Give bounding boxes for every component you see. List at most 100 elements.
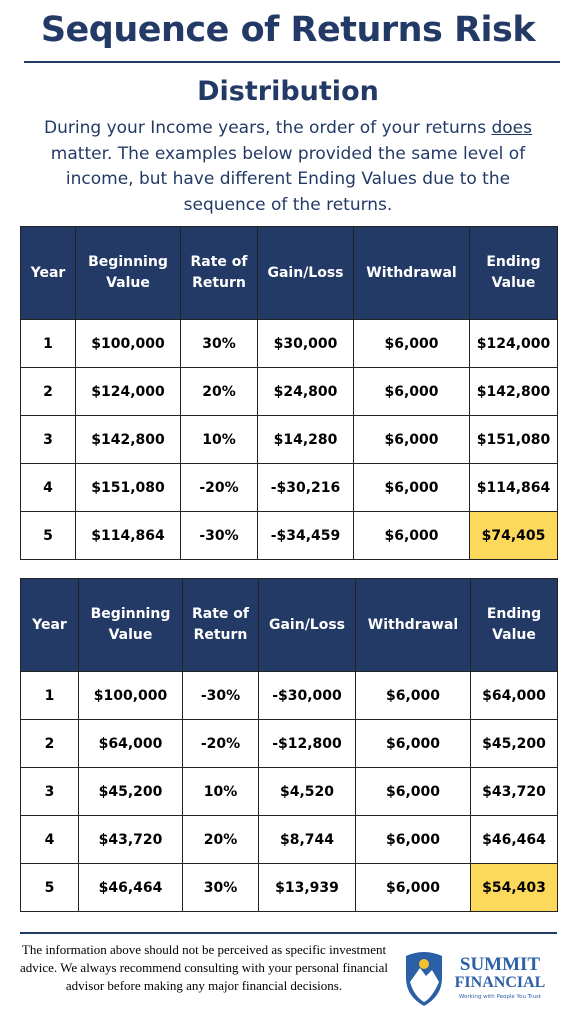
logo-name: FINANCIAL (455, 974, 546, 991)
table-cell: $13,939 (258, 863, 356, 912)
table-row: 2 $64,000 -20% -$12,800 $6,000 $45,200 (20, 719, 558, 768)
table-cell: 5 (20, 863, 79, 912)
table-cell: $6,000 (353, 319, 470, 368)
returns-table: Year Beginning Value Rate of Return Gain/Lo… (20, 578, 558, 912)
column-header: Rate of Return (180, 226, 258, 320)
table-cell: $6,000 (355, 863, 471, 912)
table-cell: $46,464 (470, 815, 558, 864)
column-header: Ending Value (469, 226, 558, 320)
table-cell: 30% (180, 319, 258, 368)
logo: SUMMIT FINANCIAL Working with People You… (406, 952, 546, 1006)
description-emphasis: does (491, 118, 532, 138)
column-header: Ending Value (470, 578, 558, 672)
logo-tagline: Working with People You Trust (459, 994, 542, 1000)
header-row: Year Beginning Value Rate of Return Gain/Lo… (20, 226, 558, 320)
column-header: Beginning Value (78, 578, 183, 672)
table-row: 5 $114,864 -30% -$34,459 $6,000 $74,405 (20, 511, 558, 560)
table-cell: $124,000 (469, 319, 558, 368)
table-row: 3 $45,200 10% $4,520 $6,000 $43,720 (20, 767, 558, 816)
description-text: matter. The examples below provided the … (50, 143, 526, 215)
column-header: Year (20, 578, 79, 672)
table-cell: $114,864 (75, 511, 181, 560)
title: Sequence of Returns Risk (40, 10, 536, 50)
column-header: Rate of Return (182, 578, 259, 672)
table-cell: $114,864 (469, 463, 558, 512)
table-cell: 1 (20, 671, 79, 720)
divider (20, 932, 557, 934)
column-header: Gain/Loss (257, 226, 354, 320)
divider (24, 61, 560, 63)
table-cell: 4 (20, 463, 76, 512)
table-cell: -$30,000 (258, 671, 356, 720)
subtitle: Distribution (197, 76, 379, 107)
table-cell: -$34,459 (257, 511, 354, 560)
table-cell: -20% (180, 463, 258, 512)
logo-name: SUMMIT (460, 954, 541, 975)
table-cell: $6,000 (353, 367, 470, 416)
description-text: During your Income years, the order of y… (44, 118, 492, 138)
table-row: 5 $46,464 30% $13,939 $6,000 $54,403 (20, 863, 558, 912)
header-row: Year Beginning Value Rate of Return Gain/Lo… (20, 578, 558, 672)
column-header: Withdrawal (353, 226, 470, 320)
returns-table: Year Beginning Value Rate of Return Gain/Lo… (20, 226, 558, 560)
table-cell: -$12,800 (258, 719, 356, 768)
table-cell: 5 (20, 511, 76, 560)
table-cell: $6,000 (355, 671, 471, 720)
disclaimer: The information above should not be perc… (19, 942, 389, 993)
table-row: 2 $124,000 20% $24,800 $6,000 $142,800 (20, 367, 558, 416)
table-cell: $6,000 (353, 415, 470, 464)
table-cell: -30% (182, 671, 259, 720)
table-cell: 10% (182, 767, 259, 816)
table-cell: $142,800 (469, 367, 558, 416)
table-cell: 30% (182, 863, 259, 912)
logo-sun (419, 959, 429, 969)
table-cell: $151,080 (75, 463, 181, 512)
table-cell: $6,000 (355, 719, 471, 768)
table-cell: 3 (20, 767, 79, 816)
table-cell: $64,000 (78, 719, 183, 768)
table-cell: $151,080 (469, 415, 558, 464)
table-cell: $6,000 (353, 463, 470, 512)
table-row: 3 $142,800 10% $14,280 $6,000 $151,080 (20, 415, 558, 464)
table-cell: 4 (20, 815, 79, 864)
column-header: Beginning Value (75, 226, 181, 320)
table-cell: $30,000 (257, 319, 354, 368)
table-cell: $74,405 (469, 511, 558, 560)
table-row: 4 $151,080 -20% -$30,216 $6,000 $114,864 (20, 463, 558, 512)
table-cell: $142,800 (75, 415, 181, 464)
table-cell: $6,000 (355, 815, 471, 864)
table-row: 4 $43,720 20% $8,744 $6,000 $46,464 (20, 815, 558, 864)
table-cell: 20% (180, 367, 258, 416)
table-cell: $8,744 (258, 815, 356, 864)
table-cell: $4,520 (258, 767, 356, 816)
table-cell: $100,000 (75, 319, 181, 368)
table-cell: $64,000 (470, 671, 558, 720)
table-cell: $124,000 (75, 367, 181, 416)
description: During your Income years, the order of y… (30, 116, 546, 218)
table-cell: 10% (180, 415, 258, 464)
table-cell: $54,403 (470, 863, 558, 912)
column-header: Gain/Loss (258, 578, 356, 672)
table-cell: -$30,216 (257, 463, 354, 512)
column-header: Year (20, 226, 76, 320)
table-cell: 3 (20, 415, 76, 464)
table-cell: $6,000 (353, 511, 470, 560)
table-cell: -30% (180, 511, 258, 560)
table-cell: $24,800 (257, 367, 354, 416)
table-cell: 20% (182, 815, 259, 864)
column-header: Withdrawal (355, 578, 471, 672)
table-cell: 1 (20, 319, 76, 368)
table-cell: $100,000 (78, 671, 183, 720)
table-row: 1 $100,000 30% $30,000 $6,000 $124,000 (20, 319, 558, 368)
table-cell: 2 (20, 367, 76, 416)
table-cell: -20% (182, 719, 259, 768)
table-cell: $43,720 (78, 815, 183, 864)
table-row: 1 $100,000 -30% -$30,000 $6,000 $64,000 (20, 671, 558, 720)
table-cell: $14,280 (257, 415, 354, 464)
table-cell: $46,464 (78, 863, 183, 912)
table-cell: $45,200 (78, 767, 183, 816)
table-cell: $43,720 (470, 767, 558, 816)
table-cell: $45,200 (470, 719, 558, 768)
table-cell: 2 (20, 719, 79, 768)
